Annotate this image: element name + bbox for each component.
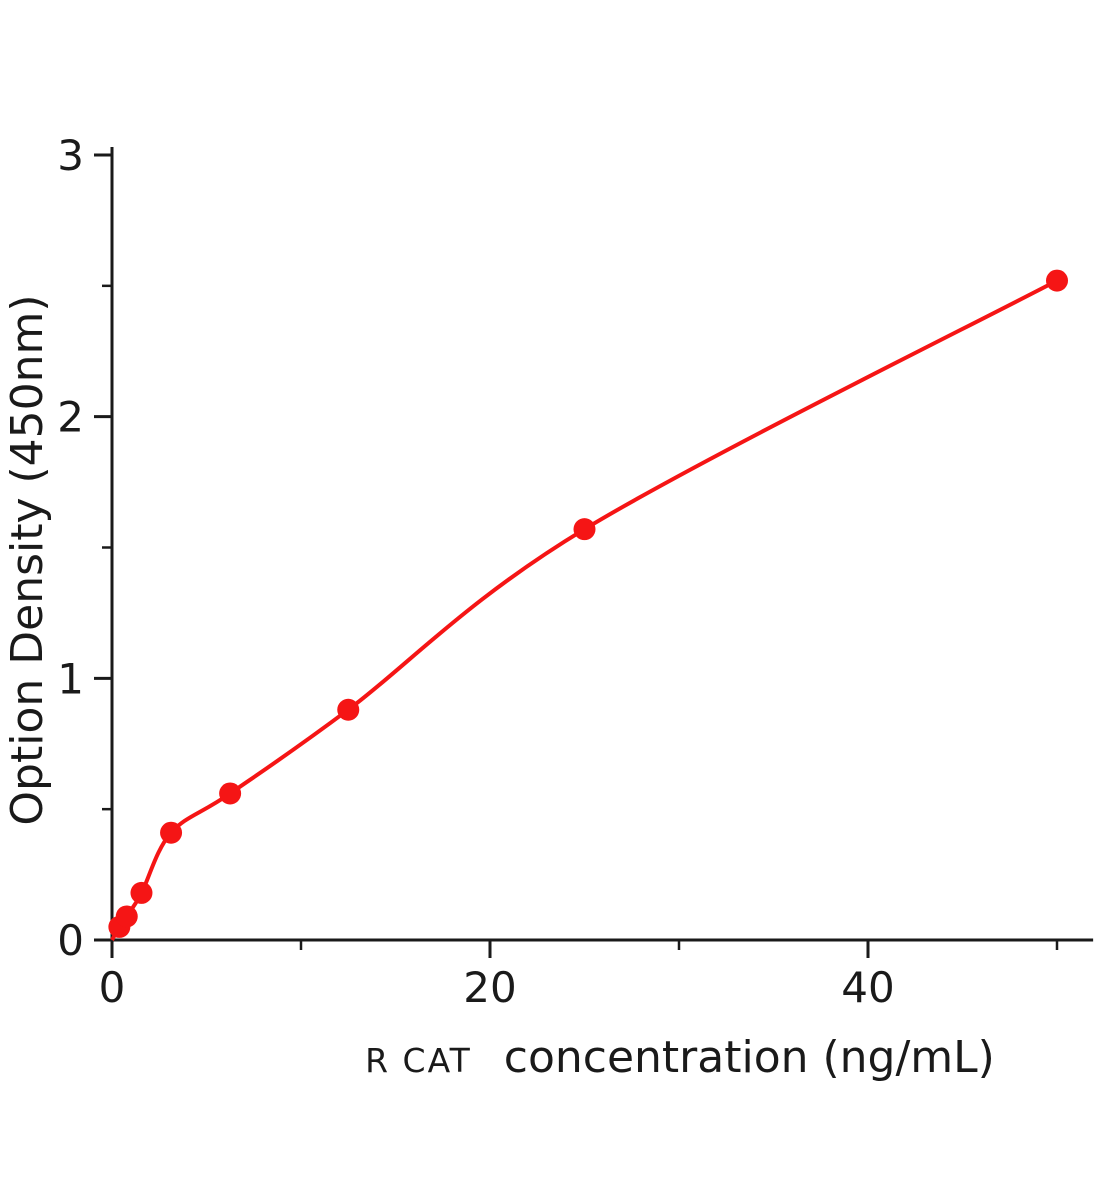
- x-tick-label: 20: [463, 963, 516, 1012]
- x-tick-label: 0: [99, 963, 126, 1012]
- x-axis-label: R CAT concentration (ng/mL): [365, 1032, 995, 1083]
- x-axis-label-prefix: R CAT: [365, 1041, 472, 1080]
- data-point: [160, 821, 183, 844]
- data-point: [573, 518, 596, 541]
- y-tick-label: 2: [57, 393, 84, 442]
- data-point: [219, 782, 242, 805]
- data-point: [115, 905, 138, 928]
- x-tick-label: 40: [841, 963, 894, 1012]
- tick-marks: [94, 153, 1059, 958]
- data-point: [337, 698, 360, 721]
- data-point: [130, 881, 153, 904]
- fit-curve: [110, 278, 1058, 941]
- y-axis-label: Option Density (450nm): [2, 294, 53, 825]
- tick-labels: 0 20 40 0 1 2 3: [57, 131, 894, 1012]
- y-tick-label: 0: [57, 916, 84, 965]
- axes: [110, 147, 1094, 942]
- data-series: [108, 269, 1068, 941]
- y-tick-label: 1: [57, 654, 84, 703]
- data-point: [1046, 269, 1068, 292]
- x-axis-label-main: concentration (ng/mL): [504, 1032, 995, 1083]
- y-tick-label: 3: [57, 131, 84, 180]
